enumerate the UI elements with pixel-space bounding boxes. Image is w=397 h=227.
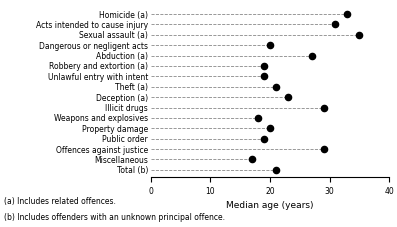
Point [285, 95, 291, 99]
Point [261, 137, 267, 141]
Point [344, 12, 351, 16]
Point [261, 74, 267, 78]
Point [255, 116, 261, 120]
Point [267, 43, 273, 47]
Point [320, 147, 327, 151]
Text: (b) Includes offenders with an unknown principal offence.: (b) Includes offenders with an unknown p… [4, 213, 225, 222]
Text: (a) Includes related offences.: (a) Includes related offences. [4, 197, 116, 207]
X-axis label: Median age (years): Median age (years) [226, 201, 314, 210]
Point [320, 106, 327, 109]
Point [273, 85, 279, 89]
Point [308, 54, 315, 57]
Point [261, 64, 267, 68]
Point [249, 158, 255, 161]
Point [273, 168, 279, 172]
Point [332, 23, 339, 26]
Point [267, 126, 273, 130]
Point [356, 33, 362, 37]
